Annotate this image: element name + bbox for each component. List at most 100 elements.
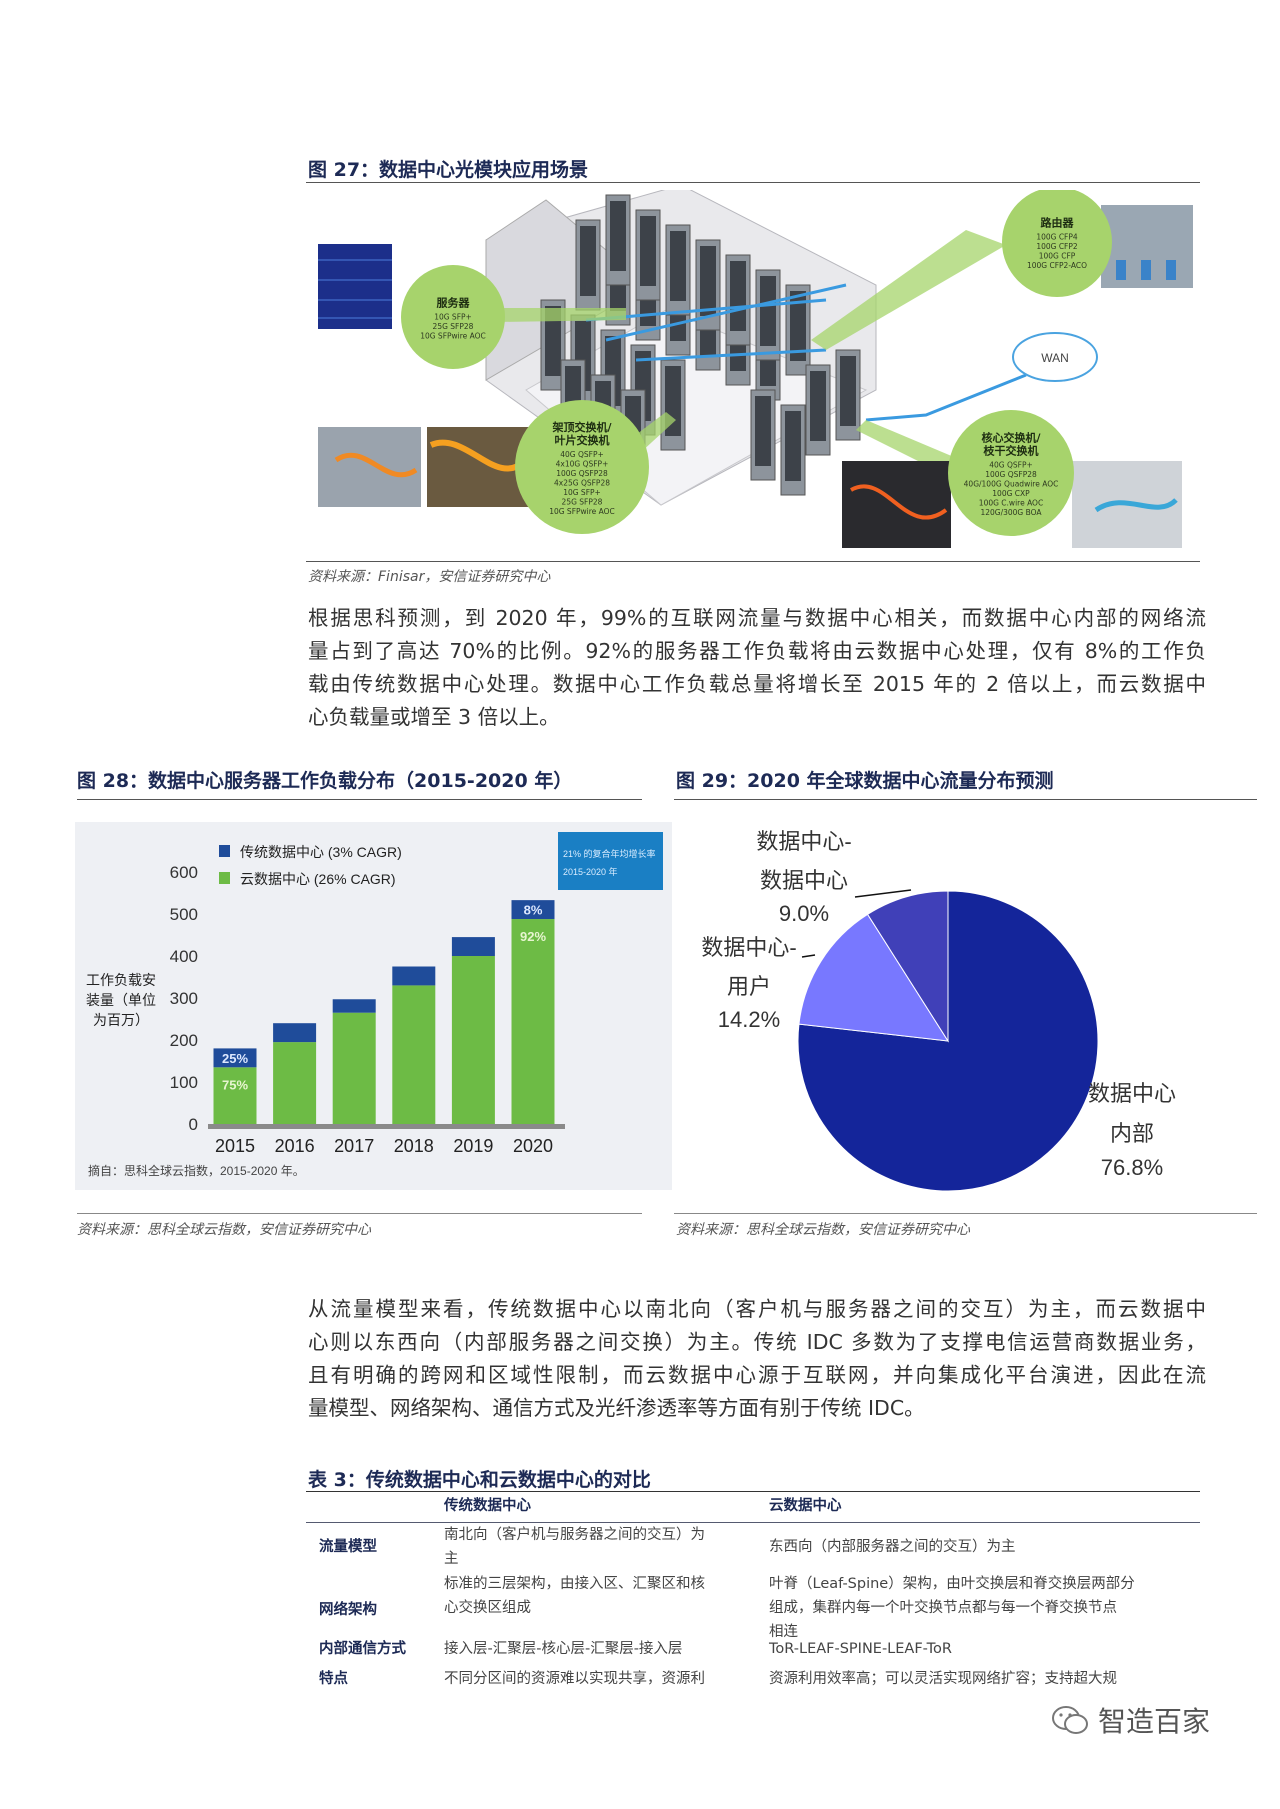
y-tick-label: 100 [170, 1073, 198, 1092]
svg-text:路由器: 路由器 [1041, 216, 1075, 230]
legend-label: 传统数据中心 (3% CAGR) [240, 844, 402, 860]
traditional-cell: 南北向（客户机与服务器之间的交互）为主 [444, 1527, 705, 1567]
x-tick-label: 2016 [275, 1136, 315, 1156]
pie-label: 数据中心- [701, 935, 796, 960]
y-tick-label: 600 [170, 863, 198, 882]
bar-cloud-2019 [451, 956, 495, 1124]
wechat-icon [1052, 1706, 1088, 1734]
x-tick-label: 2017 [334, 1136, 374, 1156]
pie-label: 用户 [727, 974, 771, 999]
divider [306, 182, 1200, 183]
svg-text:25G SFP28: 25G SFP28 [562, 497, 603, 506]
svg-text:100G CFP4: 100G CFP4 [1036, 233, 1078, 242]
legend-swatch [219, 872, 230, 884]
figure-28-source: 资料来源：思科全球云指数，安信证券研究中心 [77, 1222, 371, 1238]
bar-cloud-2018 [392, 985, 436, 1124]
pie-label: 数据中心 [760, 868, 848, 893]
table-header-traditional: 传统数据中心 [444, 1498, 531, 1514]
wan-cloud: WAN [1012, 332, 1098, 382]
x-tick-label: 2020 [513, 1136, 553, 1156]
figure-27-title: 图 27：数据中心光模块应用场景 [308, 159, 589, 181]
y-axis-label: 装量（单位 [86, 992, 156, 1008]
tor-switch-photo-1 [318, 427, 421, 507]
svg-text:服务器: 服务器 [437, 295, 471, 309]
annotation-text: 21% 的复合年均增长率 [563, 848, 656, 859]
watermark-text: 智造百家 [1098, 1705, 1211, 1738]
x-tick-label: 2018 [394, 1136, 434, 1156]
bar-traditional-2017 [332, 999, 376, 1013]
y-tick-label: 300 [170, 989, 198, 1008]
svg-text:40G QSFP+: 40G QSFP+ [560, 450, 604, 459]
text-line: 且有明确的跨网和区域性限制，而云数据中心源于互联网，并向集成化平台演进，因此在流 [308, 1363, 1206, 1387]
row-label: 网络架构 [319, 1602, 377, 1618]
x-tick-label: 2015 [215, 1136, 255, 1156]
cloud-cell: ToR-LEAF-SPINE-LEAF-ToR [769, 1641, 952, 1657]
cloud-cell: 资源利用效率高；可以灵活实现网络扩容；支持超大规 [769, 1671, 1117, 1687]
y-tick-label: 0 [189, 1115, 198, 1134]
text-line: 从流量模型来看，传统数据中心以南北向（客户机与服务器之间的交互）为主，而云数据中 [308, 1297, 1206, 1321]
svg-text:架顶交换机/: 架顶交换机/ [551, 420, 612, 434]
text-line: 心则以东西向（内部服务器之间交换）为主。传统 IDC 多数为了支撑电信运营商数据… [308, 1330, 1206, 1354]
svg-text:40G/100G Quadwire AOC: 40G/100G Quadwire AOC [964, 480, 1059, 489]
traditional-cell: 接入层-汇聚层-核心层-汇聚层-接入层 [444, 1641, 683, 1657]
cloud-cell: 东西向（内部服务器之间的交互）为主 [769, 1539, 1016, 1555]
text-line: 载由传统数据中心处理。数据中心工作负载总量将增长至 2015 年的 2 倍以上，… [308, 672, 1206, 696]
bar-cloud-2015 [213, 1067, 257, 1124]
row-label: 特点 [319, 1671, 348, 1687]
figure-29-source: 资料来源：思科全球云指数，安信证券研究中心 [676, 1222, 970, 1238]
leader-line [801, 954, 816, 958]
pie-label: 数据中心 [1088, 1081, 1176, 1106]
svg-text:100G QSFP28: 100G QSFP28 [985, 470, 1037, 479]
svg-text:100G CFP2-ACO: 100G CFP2-ACO [1027, 261, 1087, 270]
data-label: 75% [222, 1077, 248, 1092]
cloud-cell: 叶脊（Leaf-Spine）架构，由叶交换层和脊交换层两部分 组成，集群内每一个叶… [769, 1576, 1135, 1640]
bar-traditional-2019 [451, 937, 495, 956]
svg-text:40G QSFP+: 40G QSFP+ [989, 461, 1033, 470]
bar-traditional-2020 [511, 900, 555, 920]
svg-text:4x10G QSFP+: 4x10G QSFP+ [556, 459, 609, 468]
svg-text:叶片交换机: 叶片交换机 [555, 433, 610, 447]
data-label: 8% [524, 903, 543, 918]
callout-tor: 架顶交换机/叶片交换机 40G QSFP+4x10G QSFP+100G QSFP… [515, 400, 649, 534]
server-photo [318, 244, 392, 329]
svg-text:10G SFP+: 10G SFP+ [434, 312, 472, 321]
pie-percent-label: 14.2% [718, 1007, 780, 1032]
divider [306, 1491, 1200, 1492]
svg-text:120G/300G BOA: 120G/300G BOA [980, 508, 1042, 517]
svg-text:100G QSFP28: 100G QSFP28 [556, 469, 608, 478]
svg-text:枝干交换机: 枝干交换机 [983, 444, 1039, 458]
x-axis-line [208, 1124, 565, 1129]
row-label: 内部通信方式 [319, 1641, 406, 1657]
traffic-pie-chart: 数据中心内部 76.8% 数据中心- 用户 14.2% 数据中心- 数据中心 9.0% [701, 829, 1176, 1192]
figure-29-title: 图 29：2020 年全球数据中心流量分布预测 [676, 770, 1054, 792]
bar-cloud-2020 [511, 919, 555, 1124]
divider [674, 799, 1257, 800]
text-line: 量模型、网络架构、通信方式及光纤渗透率等方面有别于传统 IDC。 [308, 1396, 925, 1420]
svg-text:10G SFPwire AOC: 10G SFPwire AOC [549, 507, 615, 516]
text-line: 心负载量或增至 3 倍以上。 [308, 705, 560, 729]
y-tick-label: 400 [170, 947, 198, 966]
table-3-title: 表 3：传统数据中心和云数据中心的对比 [308, 1469, 651, 1491]
annotation-text: 2015-2020 年 [563, 866, 618, 877]
divider [77, 1213, 642, 1214]
data-label: 92% [520, 929, 546, 944]
pie-slice [798, 913, 949, 1042]
svg-text:100G C.wire AOC: 100G C.wire AOC [979, 499, 1043, 508]
divider [77, 799, 642, 800]
chart-footnote: 摘自：思科全球云指数，2015-2020 年。 [88, 1163, 305, 1178]
legend-swatch [219, 845, 230, 857]
cagr-annotation-box [558, 832, 663, 890]
traditional-cell: 不同分区间的资源难以实现共享，资源利 [444, 1671, 705, 1687]
pie-label: 内部 [1110, 1121, 1154, 1146]
svg-text:4x25G QSFP28: 4x25G QSFP28 [554, 478, 610, 487]
svg-text:100G CFP: 100G CFP [1039, 252, 1076, 261]
divider [306, 561, 1200, 562]
text-line: 量占到了高达 70%的比例。92%的服务器工作负载将由云数据中心处理，仅有 8%… [308, 639, 1206, 663]
y-tick-label: 500 [170, 905, 198, 924]
traditional-cell: 标准的三层架构，由接入区、汇聚区和核 心交换区组成 [444, 1576, 705, 1616]
bar-cloud-2016 [273, 1042, 317, 1124]
